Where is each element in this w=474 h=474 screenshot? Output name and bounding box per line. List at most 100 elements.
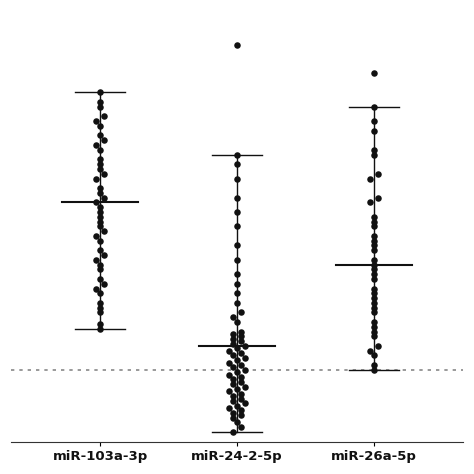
Point bbox=[370, 361, 378, 369]
Point bbox=[370, 256, 378, 264]
Point bbox=[229, 375, 237, 383]
Point bbox=[370, 127, 378, 135]
Point bbox=[374, 194, 382, 201]
Point bbox=[370, 218, 378, 225]
Point bbox=[100, 251, 108, 259]
Point bbox=[100, 112, 108, 120]
Point bbox=[229, 340, 237, 347]
Point bbox=[233, 299, 241, 307]
Point bbox=[229, 397, 237, 405]
Point bbox=[237, 309, 245, 316]
Point bbox=[233, 41, 241, 48]
Point bbox=[100, 228, 108, 235]
Point bbox=[96, 98, 104, 106]
Point bbox=[100, 194, 108, 201]
Point bbox=[241, 342, 248, 350]
Point bbox=[370, 213, 378, 220]
Point bbox=[370, 222, 378, 230]
Point bbox=[374, 170, 382, 178]
Point bbox=[370, 309, 378, 316]
Point bbox=[370, 151, 378, 158]
Point bbox=[237, 411, 245, 419]
Point bbox=[370, 242, 378, 249]
Point bbox=[229, 313, 237, 321]
Point bbox=[370, 275, 378, 283]
Point bbox=[96, 299, 104, 307]
Point bbox=[96, 325, 104, 333]
Point bbox=[370, 299, 378, 307]
Point bbox=[92, 199, 100, 206]
Point bbox=[96, 320, 104, 328]
Point bbox=[241, 354, 248, 362]
Point bbox=[233, 356, 241, 364]
Point bbox=[233, 270, 241, 278]
Point bbox=[370, 70, 378, 77]
Point bbox=[241, 383, 248, 391]
Point bbox=[226, 388, 233, 395]
Point bbox=[237, 328, 245, 335]
Point bbox=[237, 390, 245, 398]
Point bbox=[366, 175, 374, 182]
Point bbox=[370, 290, 378, 297]
Point bbox=[92, 141, 100, 149]
Point bbox=[100, 170, 108, 178]
Point bbox=[233, 345, 241, 352]
Point bbox=[96, 189, 104, 197]
Point bbox=[370, 270, 378, 278]
Point bbox=[370, 304, 378, 311]
Point bbox=[96, 160, 104, 168]
Point bbox=[241, 400, 248, 407]
Point bbox=[96, 184, 104, 192]
Point bbox=[229, 380, 237, 388]
Point bbox=[237, 378, 245, 385]
Point bbox=[370, 265, 378, 273]
Point bbox=[233, 385, 241, 393]
Point bbox=[92, 118, 100, 125]
Point bbox=[229, 364, 237, 371]
Point bbox=[92, 285, 100, 292]
Point bbox=[233, 368, 241, 376]
Point bbox=[237, 349, 245, 357]
Point bbox=[370, 246, 378, 254]
Point bbox=[96, 237, 104, 245]
Point bbox=[370, 366, 378, 374]
Point bbox=[96, 208, 104, 216]
Point bbox=[233, 242, 241, 249]
Point bbox=[374, 342, 382, 350]
Point bbox=[100, 137, 108, 144]
Point bbox=[233, 160, 241, 168]
Point bbox=[229, 335, 237, 343]
Point bbox=[226, 347, 233, 355]
Point bbox=[370, 323, 378, 330]
Point bbox=[237, 373, 245, 381]
Point bbox=[229, 428, 237, 436]
Point bbox=[96, 122, 104, 130]
Point bbox=[233, 419, 241, 426]
Point bbox=[370, 333, 378, 340]
Point bbox=[229, 409, 237, 417]
Point bbox=[233, 151, 241, 158]
Point bbox=[96, 203, 104, 211]
Point bbox=[370, 232, 378, 240]
Point bbox=[233, 290, 241, 297]
Point bbox=[226, 359, 233, 366]
Point bbox=[237, 407, 245, 414]
Point bbox=[233, 318, 241, 326]
Point bbox=[237, 423, 245, 431]
Point bbox=[96, 261, 104, 268]
Point bbox=[241, 366, 248, 374]
Point bbox=[370, 294, 378, 302]
Point bbox=[96, 132, 104, 139]
Point bbox=[100, 280, 108, 288]
Point bbox=[92, 175, 100, 182]
Point bbox=[96, 290, 104, 297]
Point bbox=[229, 392, 237, 400]
Point bbox=[96, 265, 104, 273]
Point bbox=[96, 213, 104, 220]
Point bbox=[237, 395, 245, 402]
Point bbox=[92, 256, 100, 264]
Point bbox=[237, 333, 245, 340]
Point bbox=[96, 103, 104, 110]
Point bbox=[96, 146, 104, 154]
Point bbox=[96, 165, 104, 173]
